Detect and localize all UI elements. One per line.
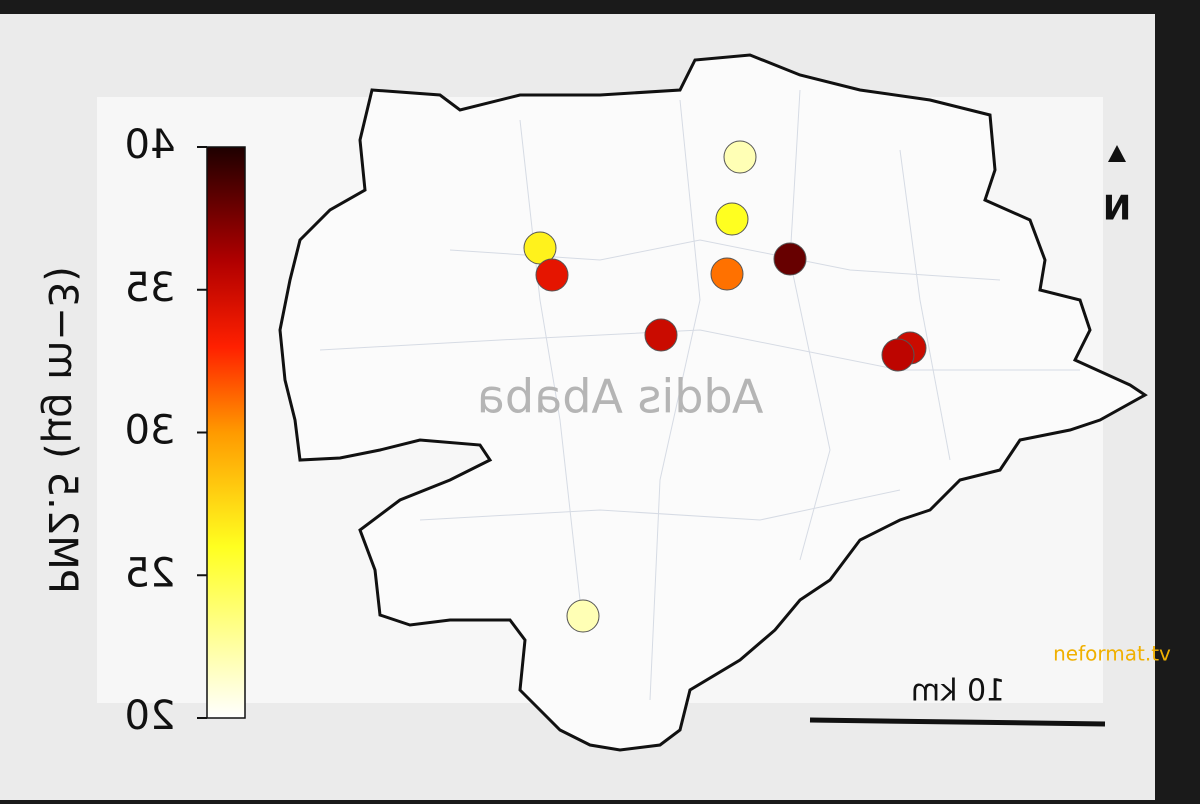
colorbar-tick-label: 40 <box>125 122 176 168</box>
colorbar-tick-label: 35 <box>125 265 176 311</box>
scale-label: 10 km <box>911 674 1005 709</box>
colorbar-tick-label: 25 <box>125 550 176 596</box>
station <box>535 258 569 292</box>
scale-bar <box>809 717 1106 727</box>
station <box>710 257 744 291</box>
city-label: Addis Ababa <box>477 370 764 424</box>
station <box>773 242 807 276</box>
city-boundary <box>278 53 1148 752</box>
north-arrow <box>1108 145 1126 162</box>
north-label: N <box>1103 189 1131 229</box>
colorbar-tick-label: 20 <box>125 693 176 739</box>
station <box>566 599 600 633</box>
station <box>723 140 757 174</box>
colorbar <box>206 146 246 719</box>
colorbar-tick-label: 30 <box>125 408 176 454</box>
station <box>715 202 749 236</box>
station <box>644 318 678 352</box>
colorbar-label: PM2.5 (µg m−3) <box>39 266 85 594</box>
station <box>881 338 915 372</box>
watermark: neformat.tv <box>1053 642 1171 666</box>
